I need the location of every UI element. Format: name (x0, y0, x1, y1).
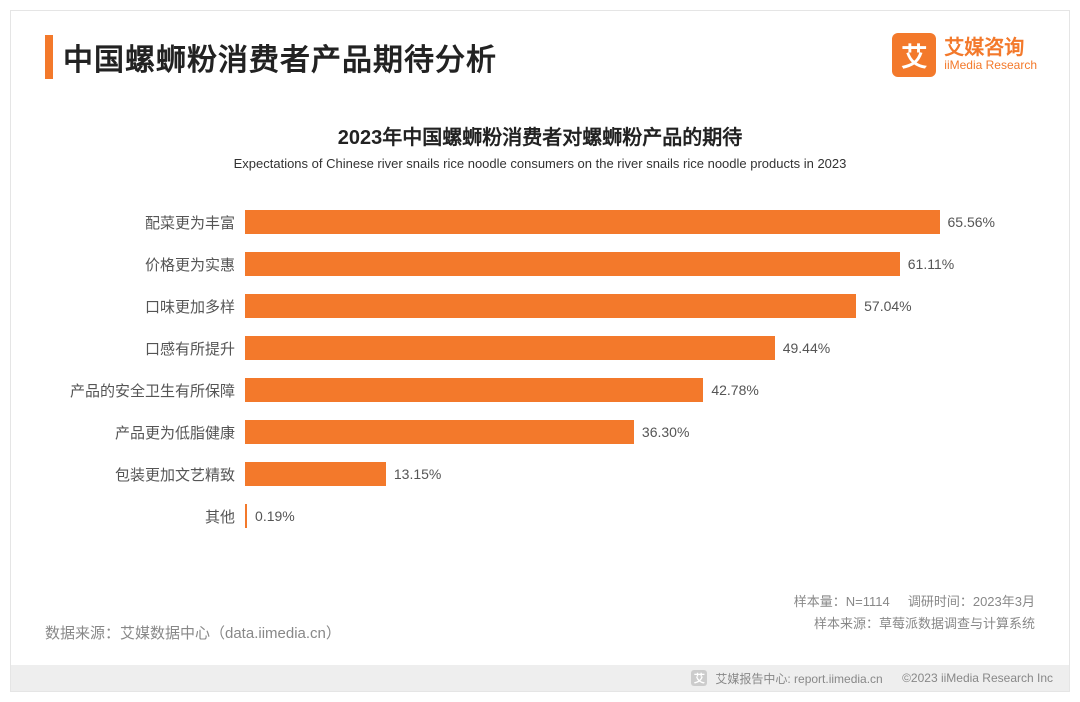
brand-logo: 艾 艾媒咨询 iiMedia Research (892, 33, 1037, 77)
bar-value-label: 0.19% (255, 508, 295, 524)
bar-track: 13.15% (245, 453, 995, 495)
bar-category-label: 口感有所提升 (45, 338, 235, 359)
bar-fill (245, 336, 775, 360)
bar-row: 产品更为低脂健康36.30% (245, 411, 995, 453)
footer-copyright: ©2023 iiMedia Research Inc (902, 671, 1053, 685)
bar-row: 价格更为实惠61.11% (245, 243, 995, 285)
sample-info: 样本量：N=1114 调研时间：2023年3月 样本来源：草莓派数据调查与计算系… (794, 591, 1035, 635)
bar-fill (245, 378, 703, 402)
bar-track: 61.11% (245, 243, 995, 285)
bar-category-label: 口味更加多样 (45, 296, 235, 317)
bar-track: 57.04% (245, 285, 995, 327)
bar-value-label: 49.44% (783, 340, 830, 356)
bar-value-label: 36.30% (642, 424, 689, 440)
bar-row: 配菜更为丰富65.56% (245, 201, 995, 243)
bar-track: 36.30% (245, 411, 995, 453)
bar-track: 42.78% (245, 369, 995, 411)
bar-fill (245, 252, 900, 276)
bar-category-label: 价格更为实惠 (45, 254, 235, 275)
logo-icon: 艾 (892, 33, 936, 77)
bar-category-label: 配菜更为丰富 (45, 212, 235, 233)
bar-value-label: 61.11% (908, 256, 954, 272)
bar-value-label: 65.56% (948, 214, 995, 230)
bar-value-label: 13.15% (394, 466, 441, 482)
bar-category-label: 产品的安全卫生有所保障 (45, 380, 235, 401)
data-source: 数据来源：艾媒数据中心（data.iimedia.cn） (45, 622, 341, 643)
bar-row: 包装更加文艺精致13.15% (245, 453, 995, 495)
bar-track: 65.56% (245, 201, 995, 243)
survey-time: 调研时间：2023年3月 (908, 594, 1035, 609)
bar-fill (245, 294, 856, 318)
bar-category-label: 其他 (45, 506, 235, 527)
bar-category-label: 产品更为低脂健康 (45, 422, 235, 443)
logo-text-en: iiMedia Research (944, 59, 1037, 72)
report-container: 中国螺蛳粉消费者产品期待分析 艾 艾媒咨询 iiMedia Research 2… (10, 10, 1070, 692)
page-title: 中国螺蛳粉消费者产品期待分析 (63, 35, 497, 79)
bar-fill (245, 504, 247, 528)
footer-report-center: 艾媒报告中心: report.iimedia.cn (715, 670, 882, 687)
sample-size: 样本量：N=1114 (794, 594, 890, 609)
logo-text-wrap: 艾媒咨询 iiMedia Research (944, 37, 1037, 72)
logo-text-cn: 艾媒咨询 (944, 37, 1037, 59)
bar-row: 口味更加多样57.04% (245, 285, 995, 327)
bar-fill (245, 420, 634, 444)
sample-source: 样本来源：草莓派数据调查与计算系统 (814, 616, 1035, 631)
bar-value-label: 57.04% (864, 298, 911, 314)
chart-title-en: Expectations of Chinese river snails ric… (45, 156, 1035, 171)
bar-category-label: 包装更加文艺精致 (45, 464, 235, 485)
bar-chart: 配菜更为丰富65.56%价格更为实惠61.11%口味更加多样57.04%口感有所… (45, 201, 1035, 537)
footer-logo-icon: 艾 (691, 670, 707, 686)
chart-title-cn: 2023年中国螺蛳粉消费者对螺蛳粉产品的期待 (45, 121, 1035, 150)
bar-track: 49.44% (245, 327, 995, 369)
bar-row: 产品的安全卫生有所保障42.78% (245, 369, 995, 411)
bar-fill (245, 210, 940, 234)
bar-row: 口感有所提升49.44% (245, 327, 995, 369)
chart-area: 2023年中国螺蛳粉消费者对螺蛳粉产品的期待 Expectations of C… (45, 121, 1035, 611)
footer-bar: 艾 艾媒报告中心: report.iimedia.cn ©2023 iiMedi… (11, 665, 1069, 691)
title-accent-bar (45, 35, 53, 79)
bar-row: 其他0.19% (245, 495, 995, 537)
logo-glyph: 艾 (901, 37, 927, 74)
bar-fill (245, 462, 386, 486)
bar-track: 0.19% (245, 495, 995, 537)
bar-value-label: 42.78% (711, 382, 758, 398)
